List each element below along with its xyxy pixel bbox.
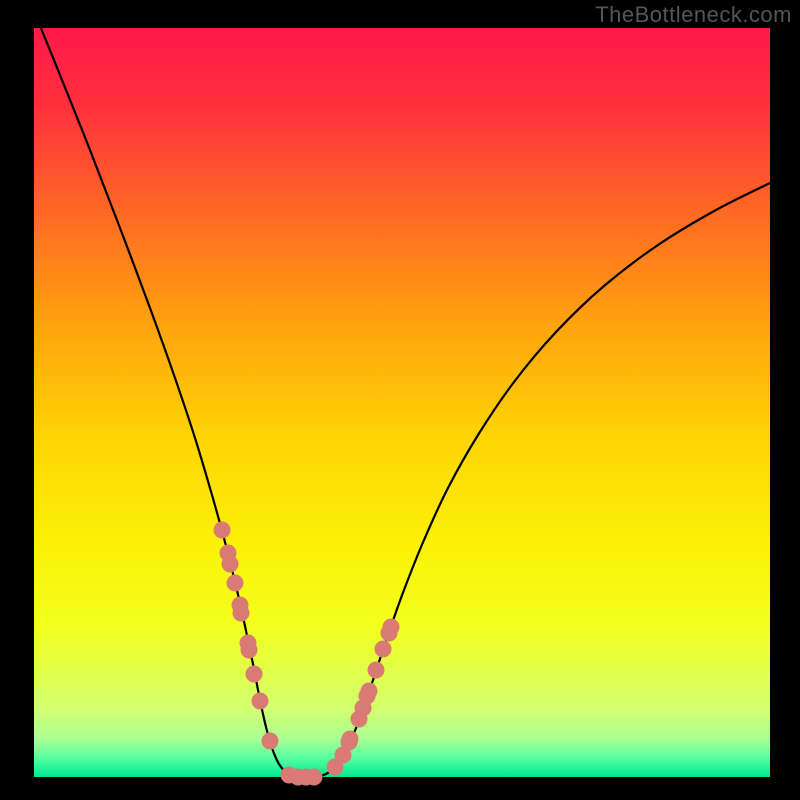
data-marker	[361, 683, 378, 700]
data-marker	[233, 605, 250, 622]
data-marker	[227, 575, 244, 592]
data-marker	[368, 662, 385, 679]
data-marker	[342, 731, 359, 748]
data-marker	[246, 666, 263, 683]
data-marker	[306, 769, 323, 786]
data-marker	[241, 642, 258, 659]
data-marker	[252, 693, 269, 710]
watermark-text: TheBottleneck.com	[595, 2, 792, 28]
markers-bottom-cluster	[281, 767, 323, 786]
outer-frame: TheBottleneck.com	[0, 0, 800, 800]
chart-svg	[0, 0, 800, 800]
data-marker	[262, 733, 279, 750]
data-marker	[222, 556, 239, 573]
data-marker	[375, 641, 392, 658]
plot-area	[34, 28, 770, 777]
data-marker	[214, 522, 231, 539]
data-marker	[383, 619, 400, 636]
